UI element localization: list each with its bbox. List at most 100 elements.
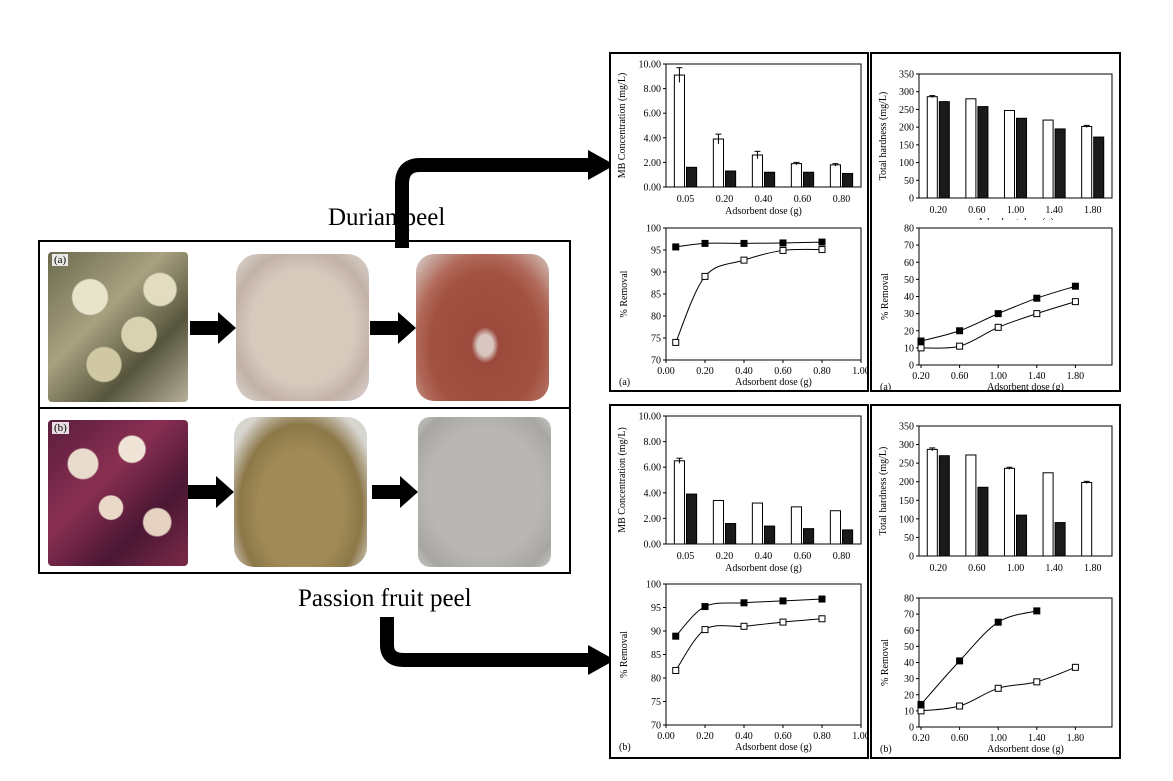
bar: [1003, 109, 1016, 199]
y-tick-label: 80: [651, 674, 661, 685]
y-tick-label: 350: [899, 422, 914, 433]
x-tick-label: 0.20: [912, 733, 930, 744]
photo-divider: [40, 407, 569, 409]
y-tick-label: 8.00: [644, 437, 662, 448]
bar: [1054, 128, 1066, 199]
y-axis-label: Total hardness (mg/L): [878, 92, 889, 181]
data-point: [818, 595, 826, 603]
x-tick-label: 0.00: [657, 366, 675, 377]
data-point: [701, 603, 709, 611]
x-tick-label: 1.40: [1028, 371, 1046, 382]
x-tick-label: 1.40: [1028, 733, 1046, 744]
arrow-a1: [190, 312, 236, 344]
bar: [829, 164, 842, 188]
data-point: [701, 626, 709, 634]
x-axis-label: Adsorbent dose (g): [725, 206, 802, 217]
plot-area: [918, 227, 1113, 366]
x-tick-label: 0.20: [716, 194, 734, 205]
passion-fruit-peel-label: Passion fruit peel: [298, 585, 472, 612]
data-point: [779, 618, 787, 626]
arrow-passion-to-charts: [380, 617, 615, 675]
x-tick-label: 1.80: [1067, 371, 1085, 382]
y-tick-label: 30: [904, 309, 914, 320]
data-point: [1033, 607, 1041, 615]
series-line: [920, 610, 1037, 705]
series-line: [675, 618, 823, 671]
y-tick-label: 10: [904, 706, 914, 717]
x-tick-label: 0.40: [735, 731, 753, 742]
x-axis-label: Adsorbent dose (g): [977, 575, 1054, 576]
durian-hardness-removal-chart: 0 10 20 30 40 50 60 70 80 % Removal 0.20 0.60 1.00 1.…: [880, 224, 1113, 390]
bar: [938, 101, 950, 199]
y-tick-label: 350: [899, 70, 914, 81]
bar: [842, 172, 854, 188]
bar: [965, 454, 977, 557]
x-tick-label: 0.05: [677, 194, 695, 205]
x-tick-label: 0.80: [813, 731, 831, 742]
bar: [686, 166, 698, 188]
bar: [1042, 472, 1054, 557]
bar: [926, 448, 938, 557]
y-tick-label: 95: [651, 246, 661, 257]
y-tick-label: 90: [651, 268, 661, 279]
x-tick-label: 1.00: [989, 371, 1007, 382]
data-point: [818, 238, 826, 246]
durian-modified-photo: [416, 254, 549, 401]
y-tick-label: 10: [904, 343, 914, 354]
x-axis-label: Adsorbent dose (g): [987, 744, 1064, 755]
data-point: [740, 256, 748, 264]
y-tick-label: 50: [904, 642, 914, 653]
x-tick-label: 0.20: [912, 371, 930, 382]
passion-modified-photo: [418, 417, 551, 567]
x-axis-label: Adsorbent dose (g): [735, 377, 812, 388]
y-tick-label: 50: [904, 275, 914, 286]
data-point: [956, 702, 964, 710]
plot-area: [665, 583, 862, 726]
data-point: [994, 323, 1002, 331]
y-tick-label: 75: [651, 334, 661, 345]
bar: [1093, 136, 1105, 199]
y-tick-label: 200: [899, 477, 914, 488]
arrow-durian-to-charts: [395, 150, 615, 248]
x-tick-label: 0.40: [755, 194, 773, 205]
y-tick-label: 8.00: [644, 84, 662, 95]
y-axis-label: % Removal: [619, 631, 630, 678]
bar: [686, 493, 698, 545]
y-tick-label: 40: [904, 658, 914, 669]
passion-powder-photo: [234, 417, 367, 567]
x-tick-label: 0.60: [794, 194, 812, 205]
bar: [673, 74, 686, 188]
y-tick-label: 90: [651, 627, 661, 638]
x-axis-label: Adsorbent dose (g): [977, 217, 1054, 220]
passion-mb-panel: 0.00 2.00 4.00 6.00 8.00 10.00 MB Concentratio…: [609, 404, 869, 759]
bar: [803, 171, 815, 188]
y-tick-label: 0: [909, 194, 914, 205]
x-tick-label: 0.20: [696, 366, 714, 377]
x-tick-label: 0.60: [951, 371, 969, 382]
x-tick-label: 0.80: [813, 366, 831, 377]
series-line: [675, 248, 823, 343]
y-tick-label: 150: [899, 496, 914, 507]
data-point: [956, 657, 964, 665]
y-tick-label: 200: [899, 123, 914, 134]
x-tick-label: 0.60: [774, 731, 792, 742]
y-tick-label: 0: [909, 552, 914, 563]
bar: [712, 499, 725, 545]
y-tick-label: 300: [899, 87, 914, 98]
bar: [725, 170, 737, 188]
panel-tag: (b): [880, 744, 892, 755]
data-point: [672, 632, 680, 640]
y-tick-label: 10.00: [639, 60, 662, 71]
y-tick-label: 80: [904, 594, 914, 605]
data-point: [779, 246, 787, 254]
y-tick-label: 75: [651, 697, 661, 708]
plot-area: [918, 73, 1113, 199]
data-point: [818, 615, 826, 623]
data-point: [818, 246, 826, 254]
y-tick-label: 50: [904, 533, 914, 544]
y-tick-label: 0: [909, 361, 914, 372]
bar: [751, 154, 764, 188]
panel-tag: (b): [619, 742, 631, 753]
arrow-a2: [370, 312, 416, 344]
durian-mb-removal-chart: 70 75 80 85 90 95 100 % Removal 0.00 0.20 0.40 0.60…: [619, 224, 867, 389]
